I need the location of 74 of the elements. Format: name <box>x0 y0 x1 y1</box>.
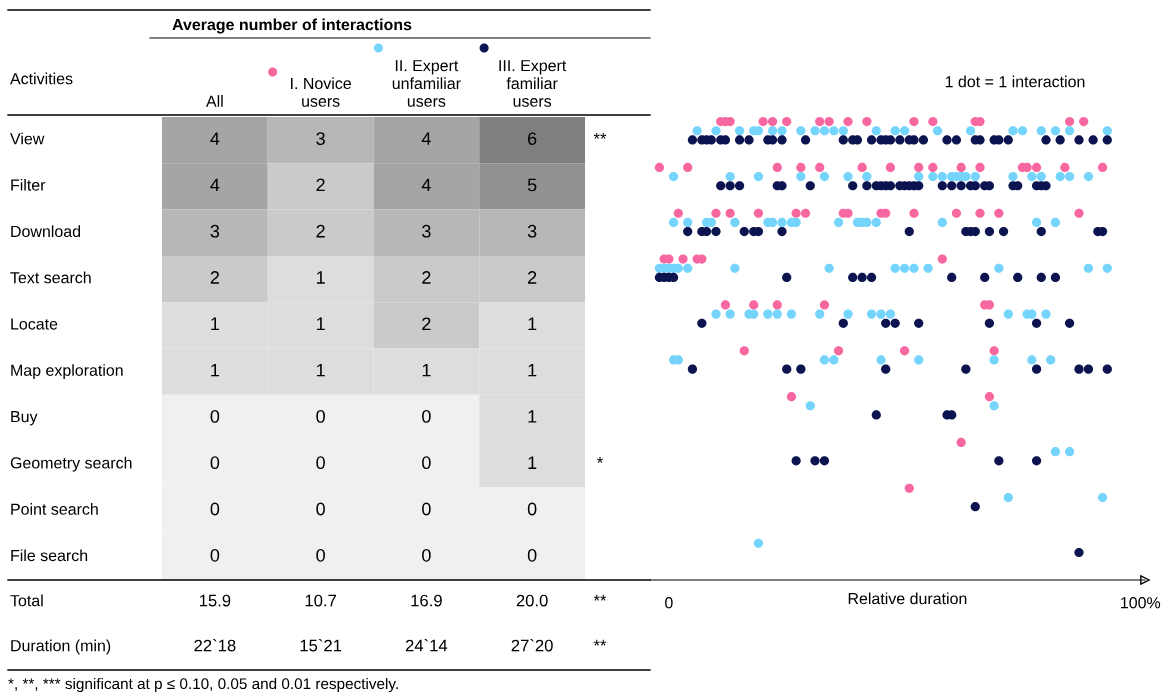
x-tick-label: 100% <box>1121 597 1161 609</box>
x-tick-label: III. Expert familiar users <box>499 60 567 107</box>
data-label: 4 <box>210 178 220 192</box>
data-label: 1 <box>211 363 220 377</box>
y-tick-label: Download <box>11 225 80 238</box>
text: Total <box>10 594 43 607</box>
data-label: 2 <box>316 224 325 238</box>
data-label: 4 <box>421 178 431 192</box>
data-label: 2 <box>422 271 431 284</box>
data-label: 1 <box>422 363 431 377</box>
data-label: 2 <box>210 271 219 284</box>
x-tick-label: All <box>206 95 223 107</box>
data-label: 1 <box>528 363 537 377</box>
y2-tick-label: ** <box>593 132 607 139</box>
text: 27`20 <box>511 639 553 652</box>
chart-title: Average number of interactions <box>172 18 412 34</box>
data-label: 0 <box>316 456 325 470</box>
y-tick-label: File search <box>11 549 88 562</box>
data-label: 1 <box>316 271 325 284</box>
data-label: 2 <box>316 178 325 192</box>
data-label: 0 <box>527 548 537 562</box>
y-axis-title: Activities <box>10 72 73 85</box>
data-label: 4 <box>210 132 220 145</box>
data-label: 0 <box>316 502 325 516</box>
x-tick-label: I. Novice users <box>291 77 351 107</box>
text: 16.9 <box>411 594 442 607</box>
text: 15`21 <box>300 639 342 652</box>
y-tick-label: Text search <box>10 271 91 284</box>
data-label: 0 <box>422 548 431 562</box>
y-tick-label: Buy <box>11 411 38 426</box>
data-label: 0 <box>316 548 325 562</box>
y-tick-label: Point search <box>11 503 98 515</box>
text: 24`14 <box>405 639 448 652</box>
data-label: 0 <box>210 502 220 516</box>
data-label: 5 <box>527 178 537 192</box>
data-label: 1 <box>316 317 325 331</box>
y-tick-label: Geometry search <box>10 456 132 472</box>
text: 15.9 <box>199 594 231 607</box>
data-label: 1 <box>528 410 537 423</box>
data-label: 1 <box>528 317 537 331</box>
y-tick-label: View <box>10 132 45 145</box>
text: Duration (min) <box>11 639 111 655</box>
data-label: 0 <box>210 410 220 423</box>
text: ** <box>593 594 607 601</box>
text: ** <box>593 639 607 646</box>
data-label: 0 <box>210 456 220 470</box>
data-label: 3 <box>422 224 431 238</box>
y-tick-label: Filter <box>11 179 46 191</box>
data-label: 3 <box>527 224 537 238</box>
data-label: 6 <box>528 132 537 145</box>
data-label: 0 <box>210 548 220 562</box>
data-label: 2 <box>422 317 431 331</box>
text: 1 dot = 1 interaction <box>945 75 1085 88</box>
data-label: 1 <box>528 456 537 469</box>
text: *, **, *** significant at p ≤ 0.10, 0.05 and 0.01 respectively. <box>8 677 398 693</box>
text: 20.0 <box>516 594 548 607</box>
data-label: 1 <box>316 363 325 377</box>
data-label: 3 <box>316 132 325 145</box>
data-label: 2 <box>528 271 537 284</box>
data-label: 3 <box>210 224 220 238</box>
x-tick-label: II. Expert unfamiliar users <box>392 60 461 107</box>
y2-tick-label: * <box>597 457 603 463</box>
text: 22`18 <box>194 639 236 652</box>
data-label: 0 <box>422 456 431 470</box>
data-label: 0 <box>422 410 431 423</box>
text: 10.7 <box>305 594 337 607</box>
data-label: 0 <box>527 502 537 516</box>
y-tick-label: Locate <box>11 318 58 330</box>
data-label: 4 <box>421 132 431 145</box>
y-tick-label: Map exploration <box>11 364 123 380</box>
data-label: 0 <box>422 502 431 516</box>
x-axis-title: Relative duration <box>848 592 967 605</box>
data-label: 0 <box>316 410 325 423</box>
data-label: 1 <box>211 317 220 331</box>
